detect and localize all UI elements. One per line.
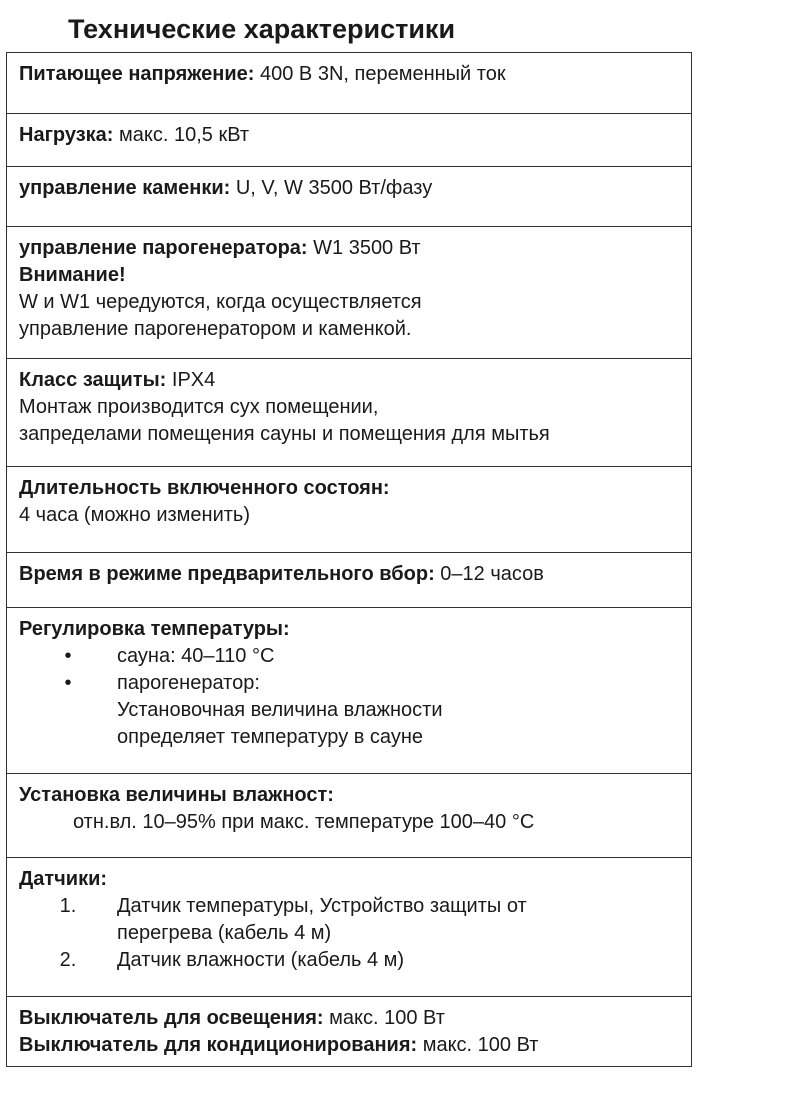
spec-row-voltage: Питающее напряжение: 400 В 3N, переменны… bbox=[7, 53, 691, 113]
spec-value: W1 3500 Вт bbox=[307, 237, 421, 259]
spec-label: Регулировка температуры: bbox=[19, 618, 290, 640]
spec-row-heater-control: управление каменки: U, V, W 3500 Вт/фазу bbox=[7, 166, 691, 226]
spec-text: 4 часа (можно изменить) bbox=[19, 504, 250, 526]
spec-row-protection: Класс защиты: IPX4 Монтаж производится су… bbox=[7, 358, 691, 466]
spec-label: Датчики: bbox=[19, 868, 108, 890]
spec-text: определяет температуру в сауне bbox=[117, 726, 423, 748]
spec-text: Датчик температуры, Устройство защиты от bbox=[117, 895, 527, 917]
spec-text: парогенератор: bbox=[117, 672, 260, 694]
spec-text: сауна: 40–110 °C bbox=[117, 645, 275, 667]
spec-value: макс. 100 Вт bbox=[323, 1007, 445, 1029]
spec-label: Выключатель для кондиционирования: bbox=[19, 1034, 418, 1056]
page-title: Технические характеристики bbox=[68, 14, 456, 44]
number: 1. bbox=[59, 895, 77, 917]
number: 2. bbox=[59, 949, 77, 971]
spec-value: макс. 10,5 кВт bbox=[113, 124, 250, 146]
spec-label: Питающее напряжение: bbox=[19, 63, 255, 85]
spec-value: 400 В 3N, переменный ток bbox=[254, 63, 506, 85]
spec-value: макс. 100 Вт bbox=[417, 1034, 539, 1056]
spec-row-preset-time: Время в режиме предварительного вбор: 0–… bbox=[7, 552, 691, 607]
spec-row-load: Нагрузка: макс. 10,5 кВт bbox=[7, 113, 691, 166]
spec-text: Датчик влажности (кабель 4 м) bbox=[117, 949, 405, 971]
spec-label: управление парогенератора: bbox=[19, 237, 308, 259]
list-item: • парогенератор: Установочная величина вла… bbox=[19, 670, 679, 751]
spec-label: Нагрузка: bbox=[19, 124, 114, 146]
spec-value: 0–12 часов bbox=[434, 563, 544, 585]
spec-text: запределами помещения сауны и помещения … bbox=[19, 423, 550, 445]
warning-label: Внимание! bbox=[19, 264, 126, 286]
spec-value: IPX4 bbox=[166, 369, 216, 391]
spec-label: Выключатель для освещения: bbox=[19, 1007, 324, 1029]
spec-row-sensors: Датчики: 1. Датчик температуры, Устройств… bbox=[7, 857, 691, 996]
spec-label: управление каменки: bbox=[19, 177, 231, 199]
spec-label: Длительность включенного состоян: bbox=[19, 477, 390, 499]
list-item: • сауна: 40–110 °C bbox=[19, 643, 679, 670]
spec-text: Установочная величина влажности bbox=[117, 699, 443, 721]
spec-row-on-time: Длительность включенного состоян: 4 часа … bbox=[7, 466, 691, 552]
spec-row-switches: Выключатель для освещения: макс. 100 Вт В… bbox=[7, 996, 691, 1066]
spec-text: перегрева (кабель 4 м) bbox=[117, 922, 332, 944]
bullet: • bbox=[64, 645, 72, 667]
spec-row-steam-control: управление парогенератора: W1 3500 Вт Вни… bbox=[7, 226, 691, 358]
spec-label: Класс защиты: bbox=[19, 369, 167, 391]
spec-text: W и W1 чередуются, когда осуществляется bbox=[19, 291, 422, 313]
spec-value: U, V, W 3500 Вт/фазу bbox=[230, 177, 433, 199]
bullet: • bbox=[64, 672, 72, 694]
spec-label: Установка величины влажност: bbox=[19, 784, 334, 806]
specs-table: Питающее напряжение: 400 В 3N, переменны… bbox=[6, 52, 692, 1067]
spec-row-humidity: Установка величины влажност: отн.вл. 10–9… bbox=[7, 773, 691, 857]
list-item: 2. Датчик влажности (кабель 4 м) bbox=[19, 947, 679, 974]
spec-text: управление парогенератором и каменкой. bbox=[19, 318, 412, 340]
spec-row-temperature: Регулировка температуры: • сауна: 40–110 … bbox=[7, 607, 691, 773]
spec-text: отн.вл. 10–95% при макс. температуре 100… bbox=[73, 811, 535, 833]
spec-label: Время в режиме предварительного вбор: bbox=[19, 563, 435, 585]
spec-text: Монтаж производится сух помещении, bbox=[19, 396, 379, 418]
list-item: 1. Датчик температуры, Устройство защиты … bbox=[19, 893, 679, 947]
